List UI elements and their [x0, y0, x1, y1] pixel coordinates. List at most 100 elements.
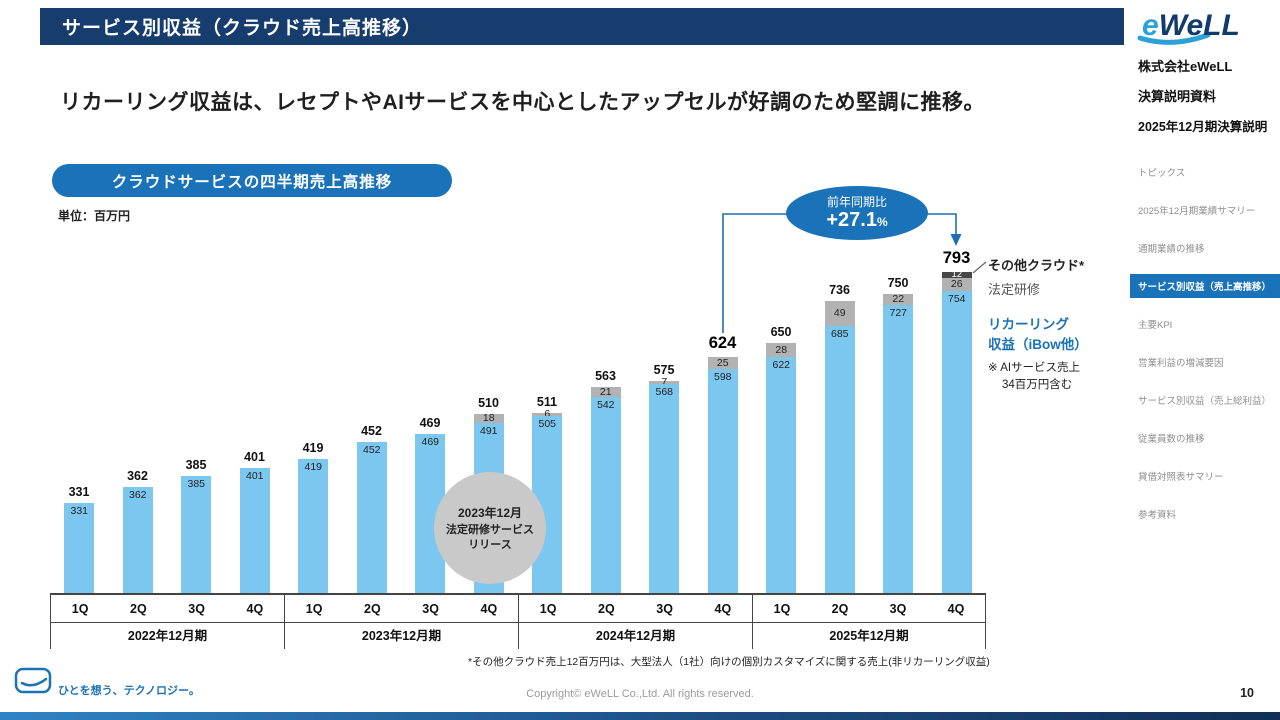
sidebar-item-10[interactable]: 参考資料	[1138, 510, 1177, 521]
bar-segment-rec: 452	[356, 442, 387, 593]
bar-segment-value: 18	[482, 411, 495, 424]
page-number: 10	[1240, 686, 1254, 700]
sidebar-item-5[interactable]: 主要KPI	[1138, 320, 1173, 331]
axis-quarter-label: 3Q	[188, 602, 205, 616]
bar-segment-rec: 568	[649, 384, 680, 593]
doc-title: 決算説明資料	[1138, 89, 1217, 104]
bar-total-label: 452	[361, 424, 382, 438]
bar-segment-value: 22	[892, 292, 905, 305]
bar-2024年12月期-4Q: 25 598	[707, 356, 738, 593]
bar-segment-tr: 7	[649, 377, 680, 387]
axis-quarter-label: 2Q	[598, 602, 615, 616]
bar-segment-tr: 18	[473, 411, 504, 424]
sidebar-item-7[interactable]: サービス別収益（売上総利益）	[1138, 396, 1272, 407]
yoy-callout: 前年同期比 +27.1%	[786, 186, 928, 240]
axis-group: 1Q 2Q 3Q 4Q 2025年12月期	[752, 595, 986, 649]
axis-quarter-label: 1Q	[71, 602, 89, 616]
bar-segment-rec: 685	[824, 325, 855, 593]
bar-segment-value: 6	[544, 407, 551, 420]
bar-2025年12月期-1Q: 28 622	[766, 343, 797, 593]
bar-segment-value: 505	[538, 417, 557, 430]
axis-quarter-label: 4Q	[246, 602, 264, 616]
sidebar-item-1[interactable]: トピックス	[1138, 168, 1186, 179]
bar-2025年12月期-2Q: 49 685	[824, 301, 855, 593]
axis-year-label: 2023年12月期	[361, 629, 442, 643]
bar-segment-tr: 28	[766, 343, 797, 357]
bar-2022年12月期-4Q: 401	[239, 467, 270, 593]
release-line2: 法定研修サービス	[446, 523, 534, 536]
bar-2025年12月期-3Q: 22 727	[883, 292, 914, 593]
bar-total-label: 401	[244, 449, 265, 464]
bar-total-label: 650	[770, 325, 792, 339]
sidebar-item-8[interactable]: 従業員数の推移	[1138, 434, 1205, 445]
bar-segment-rec: 362	[122, 487, 153, 593]
logo-swoosh-icon	[1137, 32, 1211, 45]
bar-segment-value: 452	[362, 444, 381, 456]
bar-segment-tr: 26	[941, 278, 972, 291]
bar-segment-rec: 385	[181, 475, 212, 593]
axis-year-label: 2024年12月期	[595, 629, 676, 643]
yoy-label: 前年同期比	[826, 194, 887, 209]
bar-segment-rec: 401	[239, 467, 270, 593]
bar-segment-value: 469	[421, 435, 440, 448]
sidebar-item-9[interactable]: 貸借対照表サマリー	[1138, 472, 1224, 483]
axis-group: 1Q 2Q 3Q 4Q 2023年12月期	[284, 595, 518, 649]
doc-subtitle: 2025年12月期決算説明	[1138, 120, 1268, 134]
bar-segment-value: 491	[479, 424, 498, 437]
bar-total-label: 385	[185, 457, 207, 472]
bar-segment-value: 49	[833, 307, 846, 319]
legend-ai-note: ※ AIサービス売上 34百万円含む	[988, 362, 1081, 392]
sidebar-item-2[interactable]: 2025年12月期業績サマリー	[1138, 206, 1256, 217]
bar-segment-value: 419	[304, 460, 323, 473]
bar-segment-tr: 21	[590, 385, 621, 398]
bar-total-label: 575	[653, 362, 675, 377]
bar-2022年12月期-2Q: 362	[122, 487, 153, 593]
bar-2023年12月期-1Q: 419	[298, 458, 329, 593]
bar-2024年12月期-3Q: 7 568	[649, 377, 680, 593]
axis-quarter-label: 2Q	[364, 602, 381, 616]
bar-2025年12月期-4Q: 12 26 754	[941, 270, 972, 593]
axis-year-label: 2022年12月期	[127, 629, 208, 643]
bar-segment-rec: 727	[883, 304, 914, 593]
bar-segment-rec: 622	[766, 357, 797, 593]
sidebar-item-4[interactable]: サービス別収益（売上高推移）	[1130, 274, 1280, 298]
legend-other-cloud: その他クラウド*	[988, 258, 1085, 273]
bar-total-label: 563	[595, 368, 616, 383]
slide-headline: リカーリング収益は、レセプトやAIサービスを中心としたアップセルが好調のため堅調…	[60, 91, 985, 114]
bar-segment-value: 21	[599, 385, 612, 398]
legend-recurring: リカーリング 収益（iBow他）	[988, 317, 1088, 352]
bar-total-label: 362	[127, 469, 148, 483]
company-name: 株式会社eWeLL	[1138, 59, 1233, 74]
sidebar-nav: トピックス 2025年12月期業績サマリー 通期業績の推移サービス別収益（売上高推移…	[1130, 165, 1280, 521]
axis-group: 1Q 2Q 3Q 4Q 2024年12月期	[518, 595, 752, 649]
bar-segment-value: 28	[775, 343, 788, 356]
bar-segment-rec: 542	[590, 397, 621, 593]
release-annotation-bubble: 2023年12月 法定研修サービス リリース	[434, 472, 546, 584]
legend-training: 法定研修	[988, 282, 1041, 297]
bar-total-label: 736	[829, 283, 850, 297]
sidebar-item-6[interactable]: 営業利益の増減要因	[1138, 358, 1224, 369]
ewell-logo: eWeLL	[1137, 9, 1240, 45]
axis-quarter-label: 3Q	[889, 602, 907, 616]
x-axis: 1Q 2Q 3Q 4Q 2022年12月期 1Q 2Q 3Q 4Q 2023年12月期 1Q 2Q 3Q…	[50, 593, 986, 649]
bar-segment-value: 401	[245, 469, 264, 482]
bar-segment-tr: 25	[707, 356, 738, 369]
bar-total-label: 331	[68, 484, 90, 499]
bar-2024年12月期-2Q: 21 542	[590, 385, 621, 593]
slide-header: サービス別収益（クラウド売上高推移）	[40, 8, 1124, 45]
bar-segment-value: 385	[187, 477, 206, 490]
bar-segment-tr: 6	[532, 409, 563, 419]
axis-quarter-label: 2Q	[831, 602, 849, 616]
bar-segment-value: 26	[950, 278, 963, 291]
sidebar-item-3[interactable]: 通期業績の推移	[1138, 244, 1205, 255]
axis-quarter-label: 2Q	[130, 602, 147, 616]
bar-total-label: 510	[478, 395, 499, 410]
bar-total-label: 624	[708, 333, 737, 352]
bar-total-label: 469	[419, 415, 441, 430]
axis-group: 1Q 2Q 3Q 4Q 2022年12月期	[50, 595, 284, 649]
bar-segment-value: 754	[947, 293, 966, 305]
svg-text:eWeLL: eWeLL	[1142, 9, 1240, 42]
yoy-value: +27.1%	[826, 209, 888, 232]
axis-quarter-label: 1Q	[539, 602, 557, 616]
